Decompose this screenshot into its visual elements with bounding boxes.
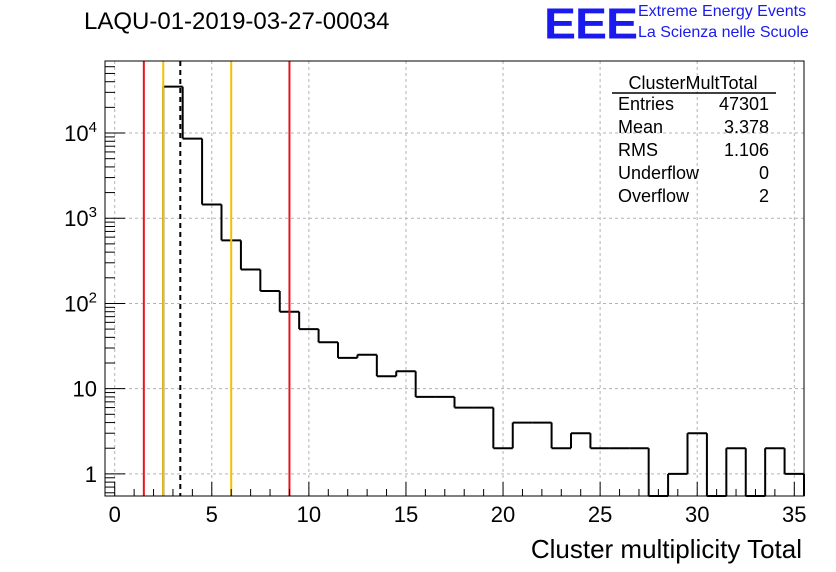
stats-label-underflow: Underflow — [618, 163, 700, 183]
x-tick-label: 5 — [206, 502, 218, 527]
y-tick-label: 1 — [85, 462, 97, 487]
axis-ticks — [105, 60, 795, 496]
stats-label-overflow: Overflow — [618, 186, 690, 206]
histogram-layer — [162, 85, 805, 497]
x-tick-label: 35 — [782, 502, 806, 527]
x-tick-label: 30 — [685, 502, 709, 527]
x-tick-label: 20 — [491, 502, 515, 527]
y-tick-label: 103 — [64, 204, 97, 231]
stats-value-entries: 47301 — [719, 94, 769, 114]
stats-box: ClusterMultTotal Entries 47301 Mean 3.37… — [612, 73, 776, 206]
y-tick-label: 102 — [64, 289, 97, 316]
y-tick-label: 104 — [64, 119, 97, 146]
logo-tagline-1: Extreme Energy Events — [638, 3, 807, 20]
stats-value-overflow: 2 — [759, 186, 769, 206]
stats-label-mean: Mean — [618, 117, 663, 137]
y-tick-label: 10 — [73, 377, 97, 402]
x-tick-label: 10 — [297, 502, 321, 527]
grid-lines — [105, 61, 804, 496]
plot-title: LAQU-01-2019-03-27-00034 — [84, 8, 390, 35]
stats-label-entries: Entries — [618, 94, 674, 114]
threshold-lines — [142, 61, 291, 496]
x-tick-label: 0 — [109, 502, 121, 527]
stats-value-mean: 3.378 — [724, 117, 769, 137]
logo-tagline-2: La Scienza nelle Scuole — [638, 24, 809, 41]
stats-label-rms: RMS — [618, 140, 658, 160]
stats-value-underflow: 0 — [759, 163, 769, 183]
x-axis-label: Cluster multiplicity Total — [531, 534, 802, 564]
stats-value-rms: 1.106 — [724, 140, 769, 160]
stats-title: ClusterMultTotal — [628, 73, 757, 93]
x-tick-label: 25 — [588, 502, 612, 527]
x-tick-label: 15 — [394, 502, 418, 527]
eee-logo: EEE — [544, 0, 638, 49]
plot-frame — [104, 60, 805, 497]
